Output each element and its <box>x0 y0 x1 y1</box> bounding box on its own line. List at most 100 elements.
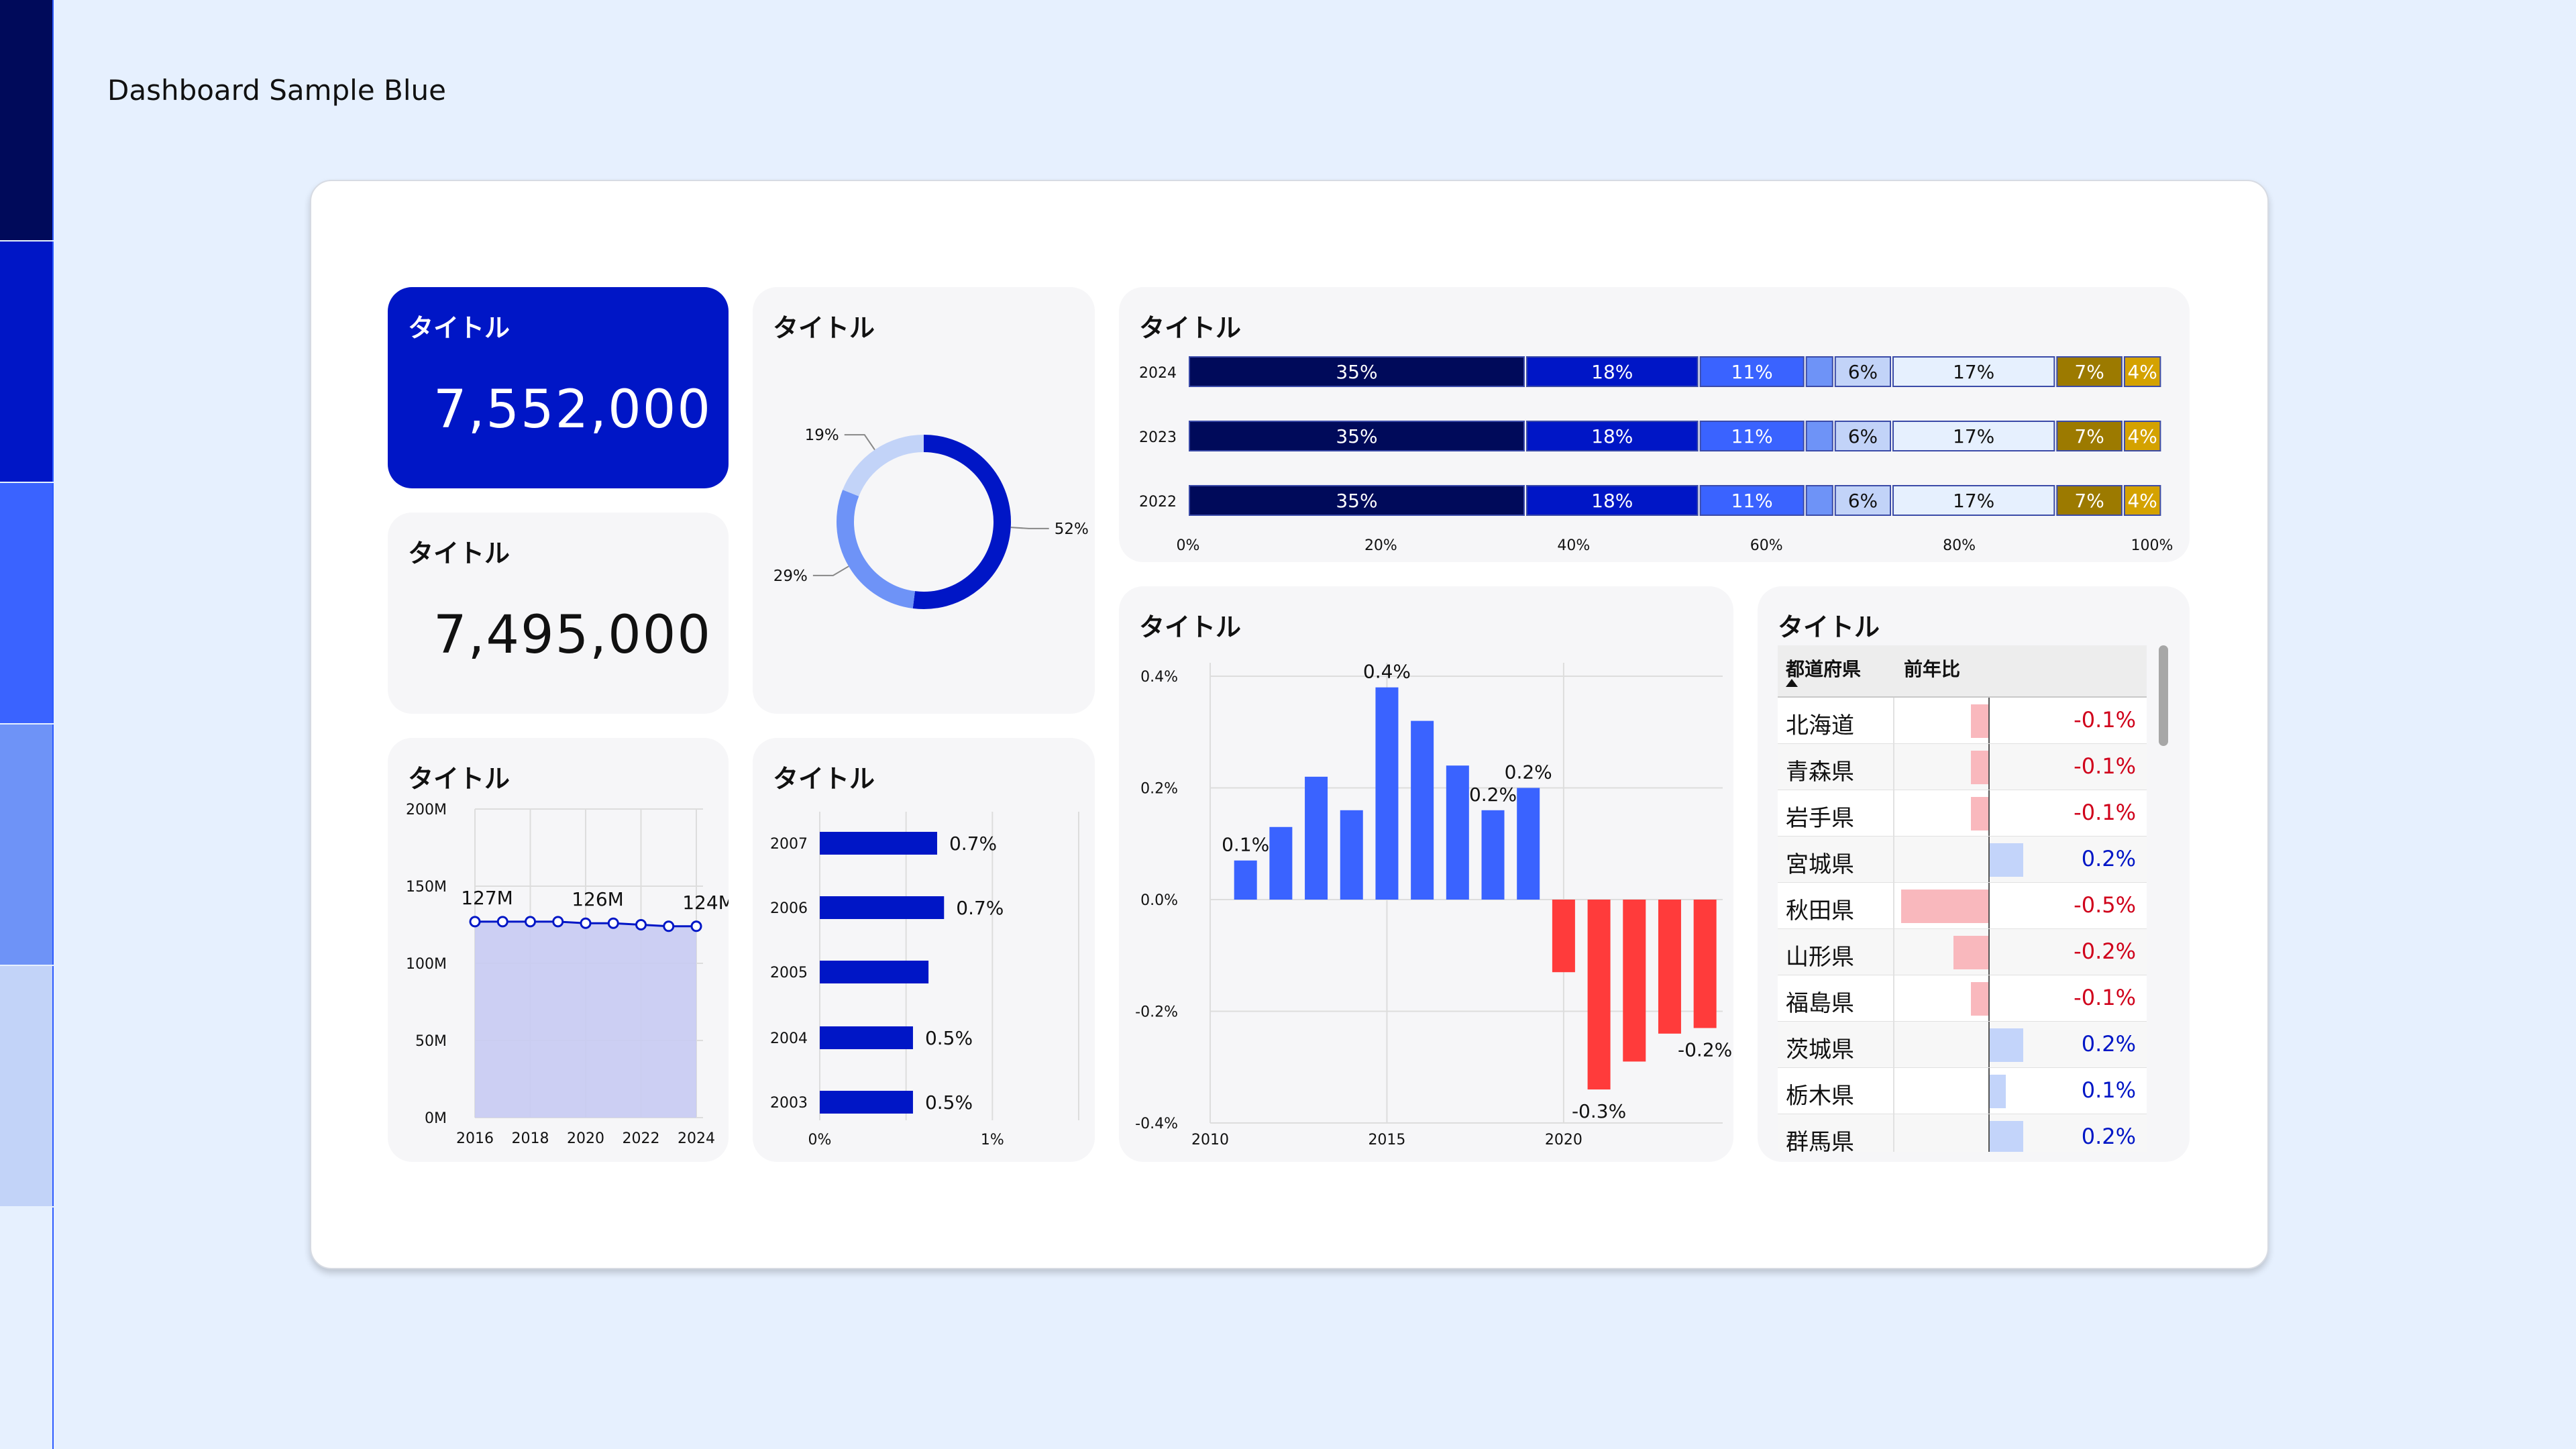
kpi-value: 7,495,000 <box>433 605 712 665</box>
table-cell-yoy: -0.2% <box>2074 938 2136 964</box>
horizontal-bar-chart: 2007 0.7% 2006 0.7% 2005 2004 0.5% 2003 0.5% 0% 1% <box>770 812 1079 1148</box>
table-row[interactable]: 山形県 -0.2% <box>1778 929 2147 975</box>
y-tick-label: -0.2% <box>1135 1004 1178 1021</box>
donut-chart: 52% 29% 19% <box>773 427 1089 609</box>
category-label: 2005 <box>770 965 808 981</box>
table-cell-yoy: -0.5% <box>2074 892 2136 918</box>
stacked-segment-label: 17% <box>1953 490 1994 512</box>
column-divider <box>1893 883 1894 928</box>
stacked-bar-segment <box>1189 485 1525 516</box>
donut-slice <box>912 435 1011 609</box>
y-tick-label: 0.2% <box>1140 781 1178 798</box>
area-chart-panel: タイトル 0M 50M 100M 150M 200M 2016 2018 2020 2022 20… <box>388 738 729 1162</box>
zero-line <box>1988 975 1990 1021</box>
stacked-bar-segment <box>1805 485 1833 516</box>
y-tick-label: 50M <box>415 1033 447 1050</box>
column-bar <box>1552 900 1575 973</box>
table-row[interactable]: 宮城県 0.2% <box>1778 837 2147 883</box>
bar <box>820 961 929 983</box>
line-point <box>580 917 592 929</box>
stacked-bar-segment <box>1525 421 1699 451</box>
table-cell-yoy: 0.2% <box>2081 1124 2136 1149</box>
hbar-chart-panel: タイトル 2007 0.7% 2006 0.7% 2005 2004 0.5% 2003 0.5… <box>753 738 1095 1162</box>
table-cell-yoy: -0.1% <box>2074 753 2136 779</box>
table-databar <box>1988 1121 2023 1152</box>
table-cell-prefecture: 栃木県 <box>1786 1083 1854 1110</box>
stacked-bar-panel: タイトル 2024 35% 18% 11% 6% 17% 7% 4% 2023 35% 18% 11%… <box>1119 287 2190 562</box>
stacked-segment-label: 7% <box>2074 361 2104 383</box>
sort-ascending-icon[interactable] <box>1786 679 1798 687</box>
table-cell-yoy: -0.1% <box>2074 985 2136 1010</box>
table-cell-yoy: 0.2% <box>2081 1031 2136 1057</box>
y-tick-label: -0.4% <box>1135 1116 1178 1132</box>
data-label: 0.4% <box>1363 661 1411 683</box>
stacked-category-label: 2024 <box>1139 365 1177 382</box>
column-chart: 0.1%0.4%0.2%0.2%-0.3%-0.2%-0.4%-0.2%0.0%… <box>1135 661 1732 1148</box>
line-point <box>663 920 675 932</box>
stacked-bar-segment <box>1834 421 1892 451</box>
zero-line <box>1988 1114 1990 1152</box>
category-label: 2004 <box>770 1030 808 1047</box>
column-divider <box>1893 1068 1894 1114</box>
table-row[interactable]: 福島県 -0.1% <box>1778 975 2147 1022</box>
x-tick-label: 2010 <box>1191 1132 1229 1148</box>
table-databar <box>1971 704 1988 738</box>
table-scrollbar[interactable] <box>2159 645 2168 746</box>
stacked-bar-segment <box>2123 485 2161 516</box>
table-header: 都道府県 前年比 <box>1778 645 2147 698</box>
table-cell-prefecture: 山形県 <box>1786 944 1854 971</box>
column-header-yoy[interactable]: 前年比 <box>1904 658 1961 680</box>
area-chart: 0M 50M 100M 150M 200M 2016 2018 2020 2022 2024 127… <box>406 802 729 1147</box>
x-tick-label: 60% <box>1750 537 1783 554</box>
stacked-bar-segment <box>2123 356 2161 387</box>
zero-line <box>1988 1068 1990 1114</box>
table-cell-prefecture: 青森県 <box>1786 759 1854 786</box>
column-bar <box>1269 826 1293 900</box>
table-row[interactable]: 岩手県 -0.1% <box>1778 790 2147 837</box>
x-tick-label: 20% <box>1364 537 1397 554</box>
palette-swatch <box>0 483 54 723</box>
x-tick-label: 0% <box>1177 537 1200 554</box>
table-row[interactable]: 青森県 -0.1% <box>1778 744 2147 790</box>
data-table-scroll[interactable]: 都道府県 前年比 北海道 -0.1% 青森県 -0.1% 岩手県 -0.1% 宮城県 0.2%… <box>1778 645 2147 1152</box>
stacked-segment-label: 18% <box>1591 425 1633 447</box>
table-cell-prefecture: 秋田県 <box>1786 898 1854 924</box>
zero-line <box>1988 698 1990 743</box>
x-tick-label: 2015 <box>1368 1132 1405 1148</box>
x-tick-label: 80% <box>1943 537 1976 554</box>
column-bar <box>1517 788 1540 900</box>
stacked-segment-label: 17% <box>1953 361 1994 383</box>
stacked-bar-segment <box>1892 421 2055 451</box>
data-label: 0.5% <box>925 1091 973 1114</box>
column-divider <box>1893 744 1894 790</box>
column-header-prefecture[interactable]: 都道府県 <box>1786 658 1862 680</box>
chart-title: タイトル <box>1139 612 1242 642</box>
data-label: 126M <box>572 888 624 910</box>
table-row[interactable]: 茨城県 0.2% <box>1778 1022 2147 1068</box>
table-row[interactable]: 群馬県 0.2% <box>1778 1114 2147 1152</box>
table-cell-yoy: -0.1% <box>2074 707 2136 733</box>
stacked-bar-segment <box>1525 356 1699 387</box>
column-bar <box>1446 765 1469 900</box>
table-row[interactable]: 栃木県 0.1% <box>1778 1068 2147 1114</box>
data-label: -0.2% <box>1678 1038 1732 1061</box>
table-databar <box>1971 982 1988 1016</box>
table-row[interactable]: 北海道 -0.1% <box>1778 698 2147 744</box>
kpi-card-primary: タイトル 7,552,000 <box>388 287 729 488</box>
palette-swatch <box>0 724 54 965</box>
donut-slice-label: 52% <box>1055 521 1089 538</box>
bar <box>820 1091 913 1114</box>
stacked-segment-label: 11% <box>1731 425 1773 447</box>
x-tick-label: 1% <box>981 1132 1004 1148</box>
table-cell-prefecture: 群馬県 <box>1786 1129 1854 1152</box>
stacked-segment-label: 17% <box>1953 425 1994 447</box>
table-row[interactable]: 秋田県 -0.5% <box>1778 883 2147 929</box>
table-cell-prefecture: 北海道 <box>1786 712 1854 739</box>
category-label: 2007 <box>770 836 808 853</box>
stacked-bar-chart: 2024 35% 18% 11% 6% 17% 7% 4% 2023 35% 18% 11% 6% 17%… <box>1139 356 2173 554</box>
donut-leader-line <box>1010 527 1049 529</box>
table-databar <box>1988 1075 2006 1108</box>
line-point <box>635 919 647 930</box>
stacked-bar-segment <box>2056 485 2123 516</box>
column-divider <box>1893 837 1894 882</box>
